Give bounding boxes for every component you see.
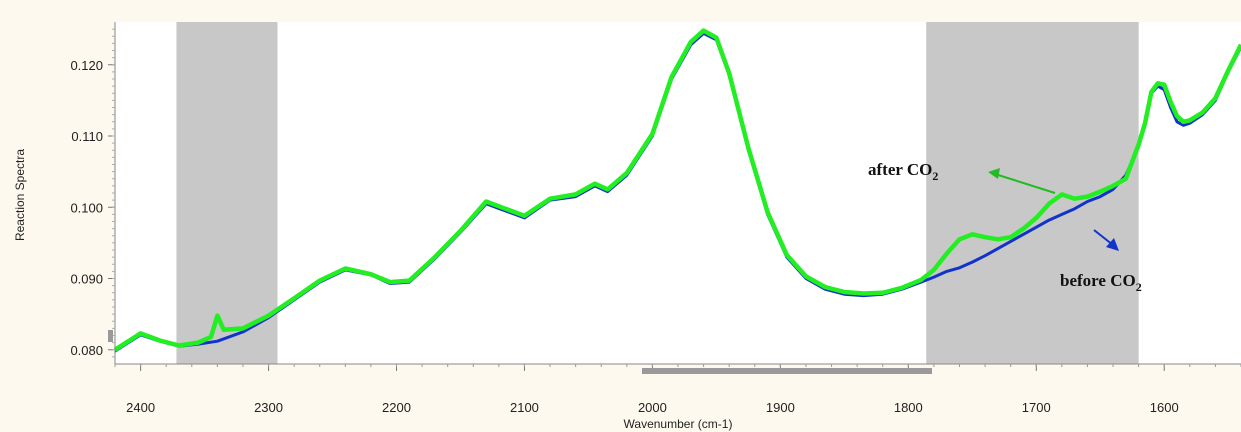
annotation-before-label: before CO2 bbox=[1060, 271, 1142, 294]
x-axis-title: Wavenumber (cm-1) bbox=[624, 417, 733, 431]
annotation-after-label: after CO2 bbox=[868, 160, 938, 183]
x-tick-label-1800: 1800 bbox=[894, 400, 923, 415]
x-tick-label-1700: 1700 bbox=[1022, 400, 1051, 415]
y-tick-label-0.080: 0.080 bbox=[70, 343, 103, 358]
x-tick-label-2200: 2200 bbox=[382, 400, 411, 415]
annotation-before-arrow bbox=[1093, 229, 1114, 246]
shaded-regions bbox=[176, 22, 1139, 364]
x-ticks: 2400 2300 2200 2100 2000 1900 1800 1700 1600 bbox=[114, 364, 1241, 415]
x-tick-label-1900: 1900 bbox=[766, 400, 795, 415]
x-tick-label-2400: 2400 bbox=[126, 400, 155, 415]
y-tick-label-0.090: 0.090 bbox=[70, 272, 103, 287]
vertical-scrollbar-handle[interactable] bbox=[108, 330, 113, 342]
x-tick-label-2100: 2100 bbox=[510, 400, 539, 415]
annotation-after-arrowhead bbox=[988, 168, 1000, 179]
annotation-before-arrowhead bbox=[1106, 238, 1119, 251]
annotation-before: before CO2 bbox=[1060, 229, 1142, 294]
horizontal-scrollbar-thumb[interactable] bbox=[642, 368, 932, 374]
series-line-after bbox=[113, 28, 1241, 352]
y-axis-title: Reaction Spectra bbox=[13, 149, 27, 241]
shaded-region-2 bbox=[926, 22, 1139, 364]
x-tick-label-2000: 2000 bbox=[638, 400, 667, 415]
y-ticks: 0.080 0.090 0.100 0.110 0.120 bbox=[70, 28, 115, 358]
y-tick-label-0.110: 0.110 bbox=[71, 129, 103, 144]
x-tick-label-1600: 1600 bbox=[1150, 400, 1179, 415]
series-layer bbox=[113, 28, 1241, 353]
y-tick-label-0.120: 0.120 bbox=[70, 58, 103, 73]
x-tick-label-2300: 2300 bbox=[254, 400, 283, 415]
annotation-after: after CO2 bbox=[868, 160, 1056, 194]
annotation-after-arrow bbox=[994, 173, 1056, 194]
y-tick-label-0.100: 0.100 bbox=[70, 200, 103, 215]
shaded-region-1 bbox=[176, 22, 278, 364]
